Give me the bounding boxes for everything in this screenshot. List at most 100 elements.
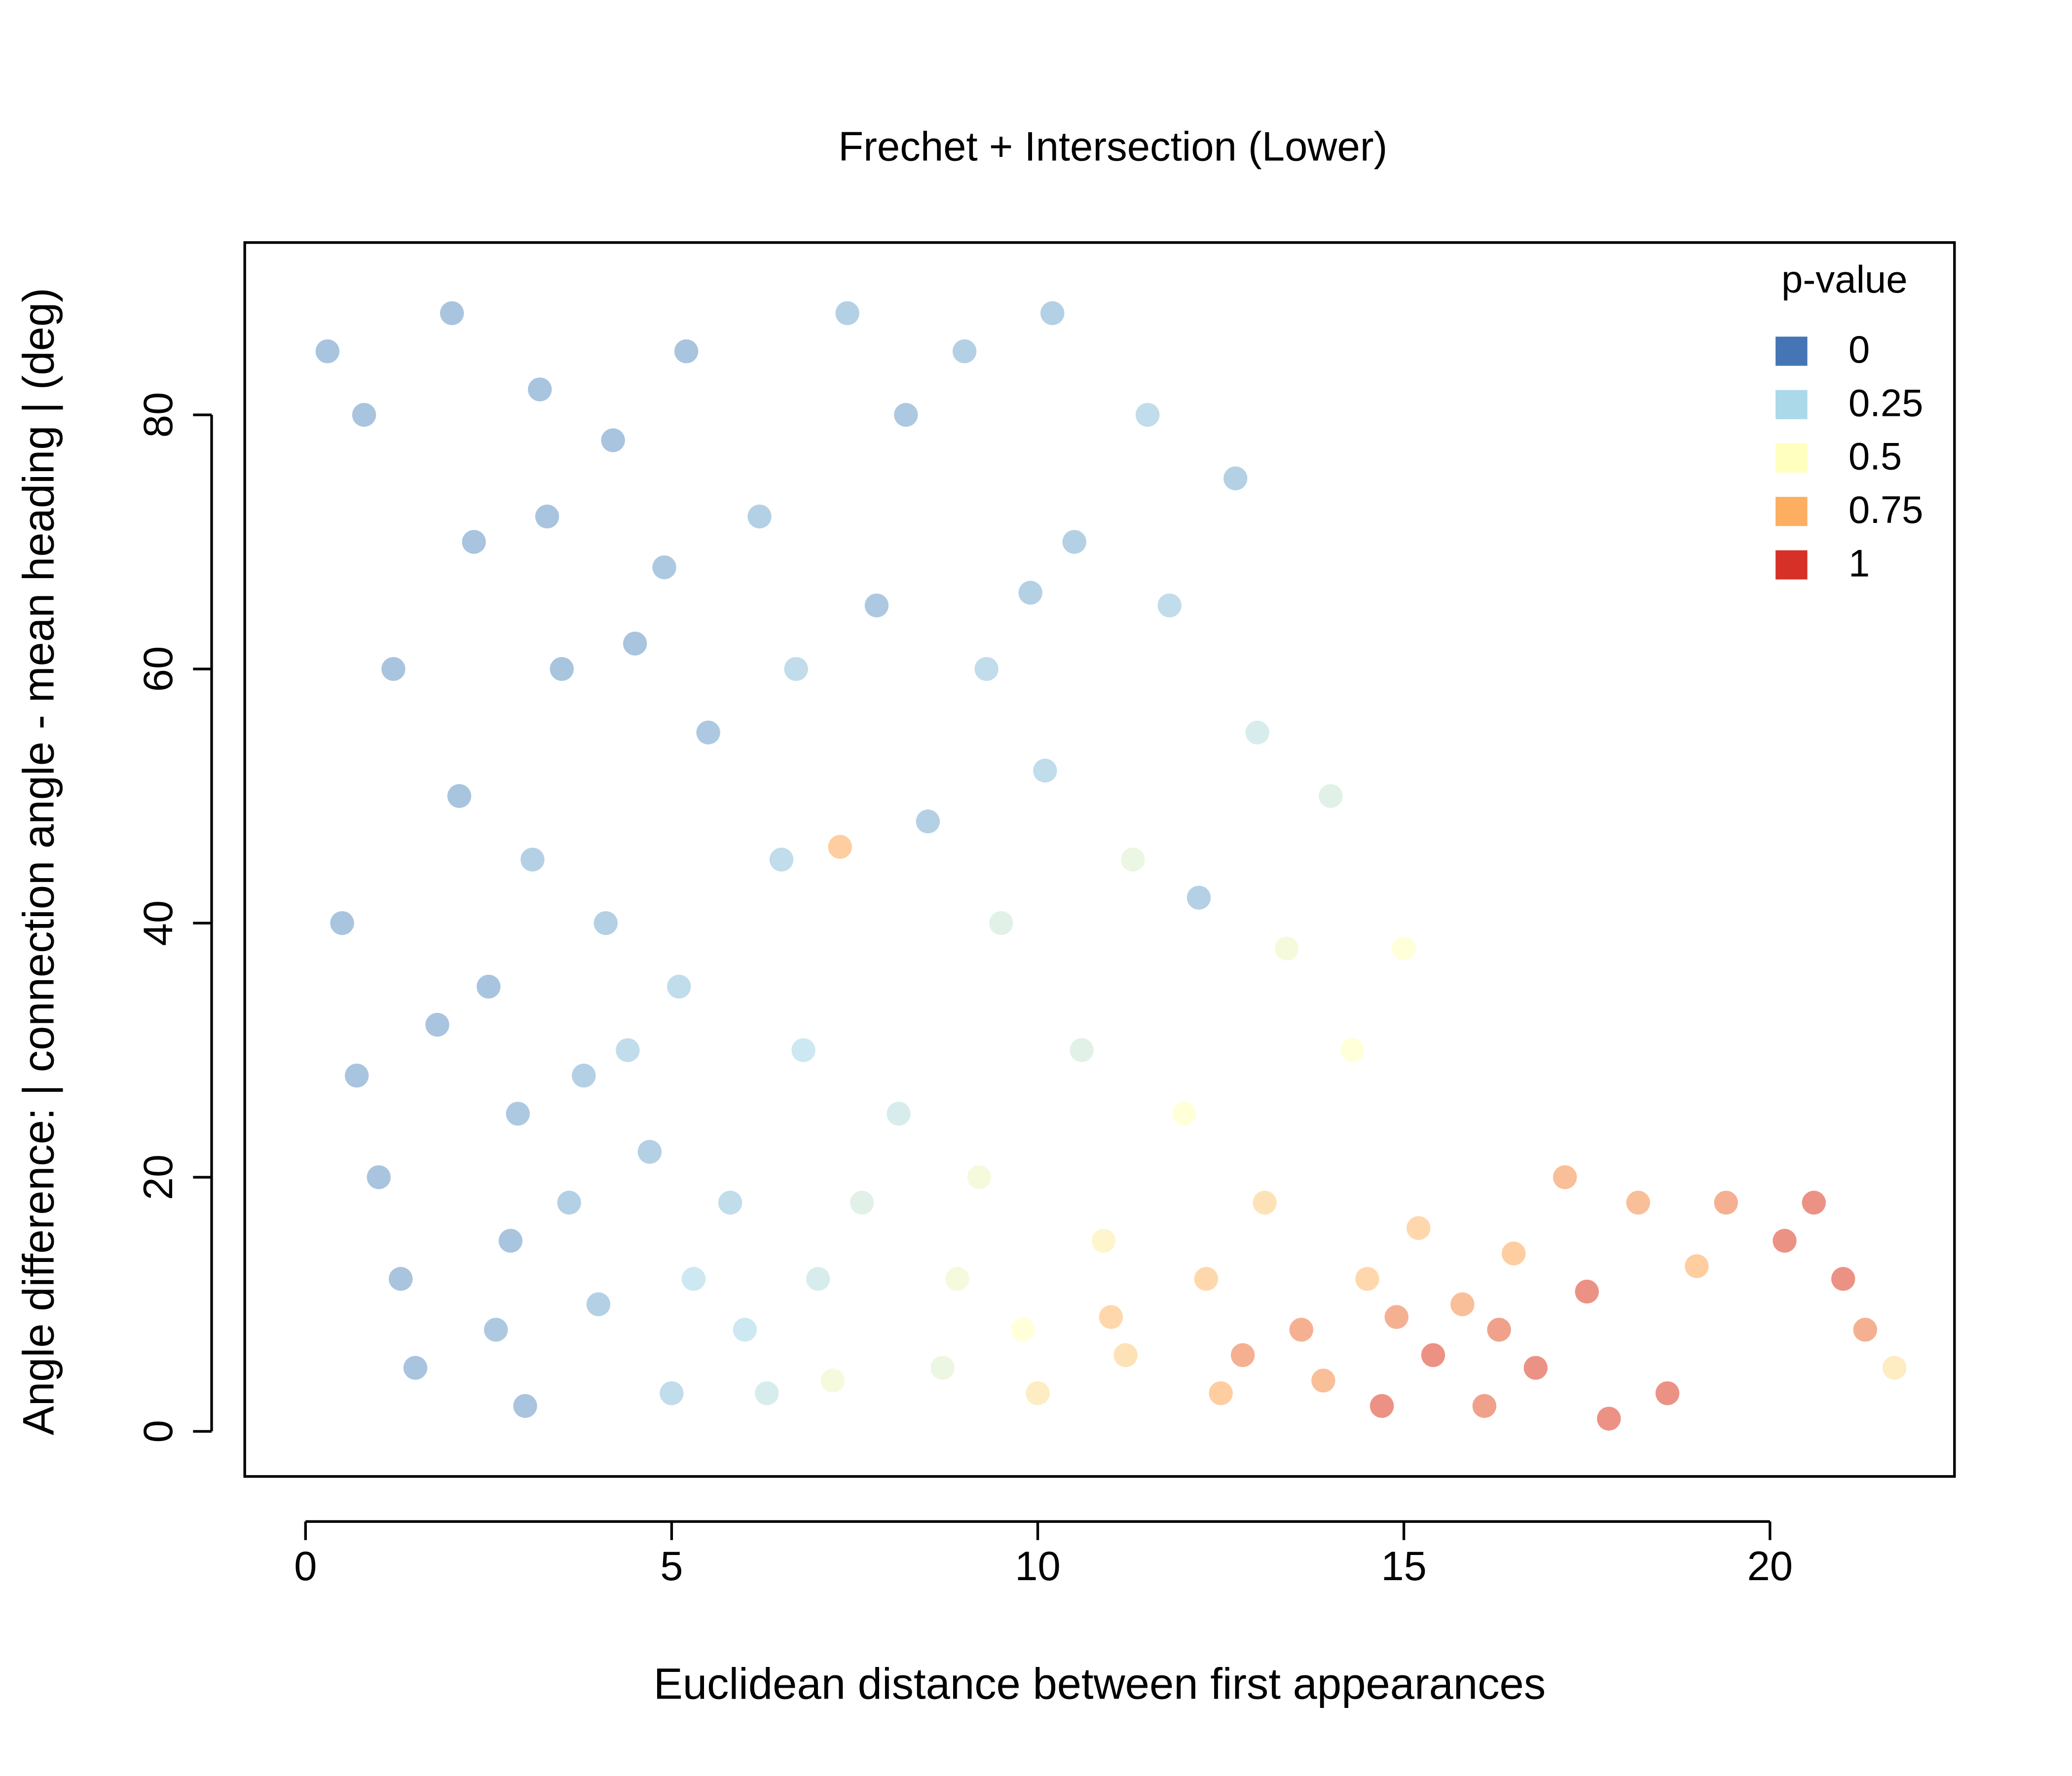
x-tick-label: 15 — [1381, 1543, 1427, 1589]
point — [930, 1356, 955, 1380]
point — [1831, 1267, 1855, 1291]
point — [1853, 1318, 1877, 1342]
point — [967, 1165, 991, 1189]
point — [1253, 1190, 1277, 1215]
legend-swatch — [1776, 443, 1808, 473]
legend-label: 0.25 — [1849, 381, 1924, 424]
point — [864, 593, 889, 618]
point — [1091, 1228, 1116, 1253]
point — [1274, 936, 1299, 961]
x-axis-label: Euclidean distance between first appeara… — [654, 1659, 1546, 1708]
point — [506, 1102, 530, 1126]
point — [550, 657, 574, 681]
y-tick-label: 20 — [135, 1154, 181, 1200]
point — [1319, 784, 1343, 808]
point — [1223, 466, 1248, 490]
point — [447, 784, 472, 808]
point — [1626, 1190, 1650, 1215]
point — [1113, 1343, 1138, 1368]
point — [345, 1064, 369, 1088]
point — [1487, 1318, 1511, 1342]
point — [367, 1165, 391, 1189]
point — [315, 339, 340, 364]
point — [1011, 1318, 1036, 1342]
axes: 0 5 10 15 20 0 20 40 60 80 — [135, 392, 1793, 1589]
point — [1099, 1305, 1123, 1329]
point — [718, 1190, 742, 1215]
point — [835, 301, 859, 326]
point — [696, 720, 720, 744]
point — [616, 1038, 640, 1062]
x-tick-label: 20 — [1747, 1543, 1793, 1589]
point — [952, 339, 977, 364]
point — [1355, 1267, 1379, 1291]
point — [1018, 581, 1042, 605]
point — [403, 1356, 428, 1380]
point — [1714, 1190, 1738, 1215]
point — [828, 835, 852, 859]
y-tick-label: 0 — [135, 1420, 181, 1443]
point — [1230, 1343, 1255, 1368]
y-tick-label: 60 — [135, 646, 181, 692]
point — [755, 1381, 779, 1406]
point — [623, 631, 647, 656]
points — [315, 301, 1907, 1431]
point — [850, 1190, 874, 1215]
legend-label: 0 — [1849, 328, 1870, 371]
point — [1421, 1343, 1445, 1368]
legend-swatch — [1776, 336, 1808, 366]
point — [806, 1267, 830, 1291]
point — [462, 530, 486, 554]
point — [1575, 1279, 1599, 1304]
point — [660, 1381, 684, 1406]
point — [1186, 886, 1211, 910]
point — [1406, 1216, 1431, 1240]
point — [586, 1292, 611, 1317]
point — [1340, 1038, 1365, 1062]
point — [1062, 530, 1086, 554]
point — [352, 403, 376, 427]
point — [887, 1102, 911, 1126]
point — [1523, 1356, 1548, 1380]
point — [1369, 1394, 1394, 1418]
point — [528, 377, 552, 402]
point — [1685, 1254, 1709, 1278]
legend: p-value 0 0.25 0.5 0.75 1 — [1776, 258, 1924, 585]
point — [791, 1038, 815, 1062]
legend-title: p-value — [1781, 258, 1908, 301]
point — [520, 848, 545, 872]
x-tick-label: 5 — [660, 1543, 683, 1589]
point — [784, 657, 808, 681]
point — [330, 911, 354, 935]
point — [593, 911, 618, 935]
point — [1392, 936, 1416, 961]
y-axis-label: Angle difference: | connection angle - m… — [14, 288, 63, 1435]
point — [945, 1267, 969, 1291]
point — [894, 403, 918, 427]
legend-swatch — [1776, 497, 1808, 526]
point — [1655, 1381, 1680, 1406]
point — [498, 1228, 523, 1253]
point — [652, 555, 676, 580]
point — [989, 911, 1013, 935]
x-tick-label: 0 — [294, 1543, 317, 1589]
point — [1172, 1102, 1196, 1126]
point — [484, 1318, 508, 1342]
point — [1289, 1318, 1314, 1342]
point — [1802, 1190, 1826, 1215]
y-tick-label: 40 — [135, 900, 181, 946]
point — [637, 1140, 662, 1164]
point — [1157, 593, 1182, 618]
point — [1040, 301, 1065, 326]
point — [974, 657, 999, 681]
point — [425, 1013, 449, 1037]
point — [1311, 1369, 1335, 1393]
point — [1209, 1381, 1233, 1406]
point — [733, 1318, 757, 1342]
point — [667, 974, 691, 999]
point — [1472, 1394, 1497, 1418]
point — [1553, 1165, 1577, 1189]
point — [1245, 720, 1269, 744]
point — [477, 974, 501, 999]
